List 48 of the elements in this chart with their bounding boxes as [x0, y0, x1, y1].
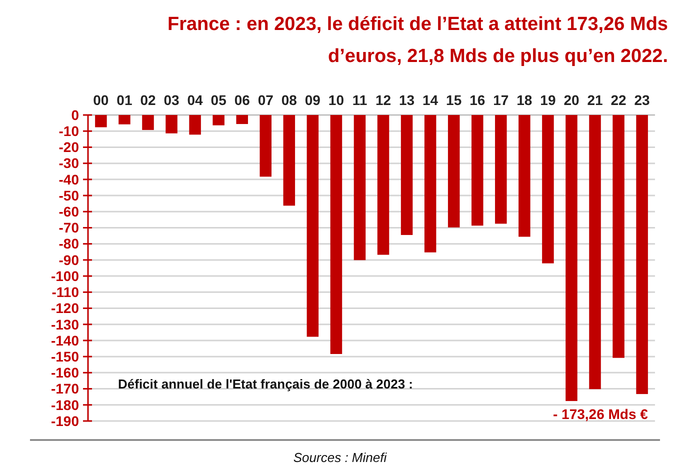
y-tick-label: -110	[52, 284, 80, 300]
annotation: - 173,26 Mds €	[553, 406, 648, 422]
x-tick-label: 15	[446, 92, 462, 108]
x-tick-label: 13	[399, 92, 415, 108]
y-tick-label: -120	[50, 300, 80, 316]
x-tick-label: 18	[516, 92, 532, 108]
y-tick-label: -130	[50, 316, 80, 332]
y-tick-label: -180	[50, 396, 80, 413]
chart-title: France : en 2023, le déficit de l’Etat a atteint 173,26 Mds d’euros, 21,8 Mds de plus qu’en 2022.	[167, 14, 668, 67]
x-tick-label: 01	[116, 92, 132, 108]
x-tick-label: 20	[564, 92, 580, 108]
y-tick-label: -40	[58, 171, 80, 188]
y-tick-label: -90	[58, 252, 80, 268]
source-note: Sources : Minefi	[293, 450, 388, 465]
x-tick-label: 17	[493, 92, 509, 108]
x-tick-label: 09	[304, 92, 321, 108]
y-tick-label: 0	[71, 106, 80, 123]
x-tick-label: 23	[634, 92, 650, 108]
x-tick-label: 02	[140, 92, 156, 108]
x-tick-label: 14	[422, 92, 438, 108]
x-tick-label: 10	[328, 92, 344, 108]
x-tick-label: 19	[540, 92, 556, 108]
y-tick-label: -100	[50, 268, 80, 284]
y-tick-label: -60	[58, 204, 80, 220]
y-tick-label: -70	[58, 220, 80, 236]
x-tick-label: 16	[470, 92, 486, 108]
y-tick-label: -160	[50, 364, 80, 381]
x-tick-label: 12	[375, 92, 392, 108]
x-tick-label: 05	[210, 92, 227, 108]
y-tick-label: -10	[58, 123, 80, 140]
y-tick-label: -170	[50, 380, 80, 397]
x-tick-label: 21	[587, 92, 604, 108]
y-tick-label: -140	[50, 332, 80, 348]
x-tick-label: 22	[610, 92, 627, 108]
y-tick-label: -50	[58, 187, 80, 204]
y-tick-label: -20	[58, 139, 80, 156]
x-tick-label: 08	[281, 92, 298, 108]
x-tick-label: 03	[164, 92, 180, 108]
y-tick-label: -80	[58, 236, 80, 252]
x-tick-label: 04	[187, 92, 204, 108]
x-tick-label: 07	[258, 92, 274, 108]
y-tick-label: -30	[58, 155, 80, 172]
annotation: Déficit annuel de l'Etat français de 2000 à 2023 :	[118, 376, 413, 392]
y-tick-label: -190	[50, 412, 80, 429]
y-tick-label: -150	[50, 348, 80, 364]
x-tick-label: 06	[234, 92, 250, 108]
x-tick-label: 00	[93, 92, 109, 108]
x-tick-label: 11	[352, 92, 368, 108]
